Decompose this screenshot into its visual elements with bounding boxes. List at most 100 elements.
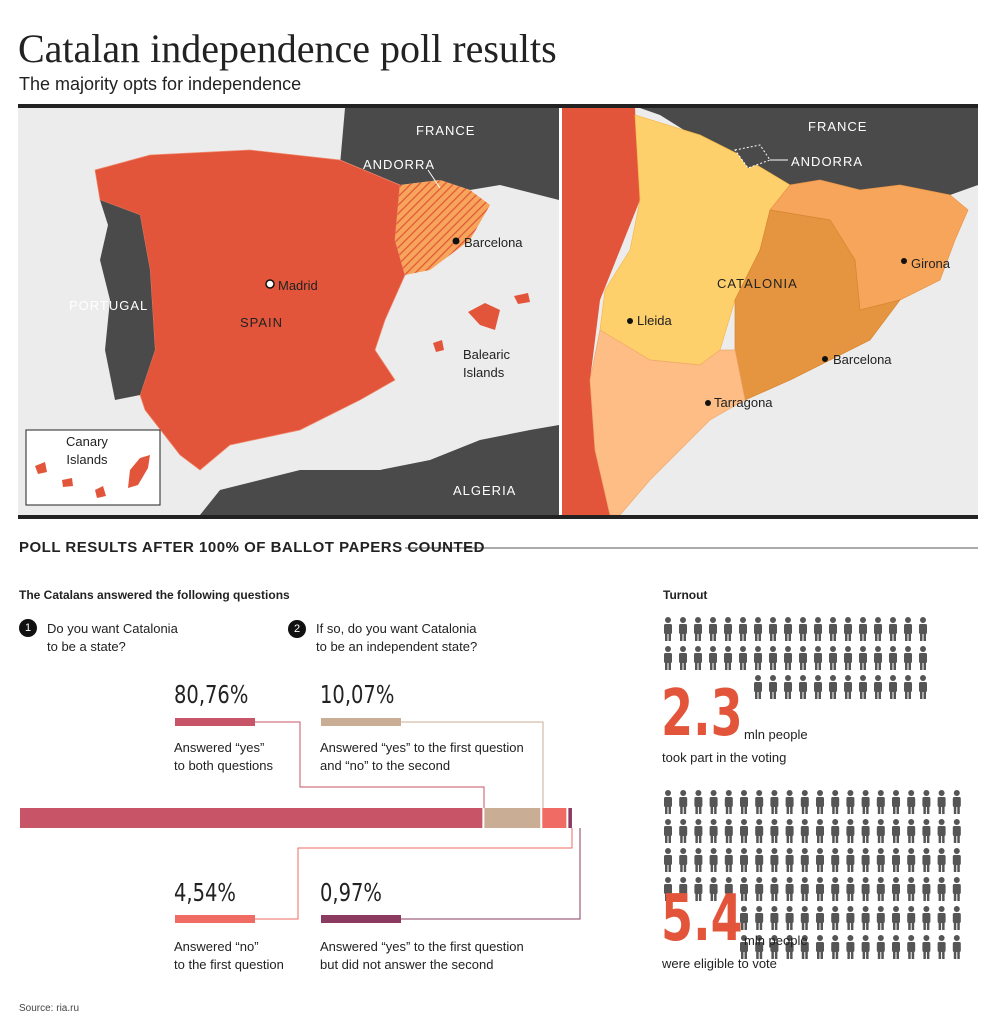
person-head bbox=[817, 848, 823, 854]
person-leg bbox=[801, 835, 805, 843]
person-leg bbox=[713, 633, 716, 641]
person-head bbox=[786, 790, 793, 796]
person-body bbox=[785, 884, 794, 894]
person-leg bbox=[905, 633, 908, 641]
person-leg bbox=[923, 662, 926, 670]
person-leg bbox=[866, 893, 869, 901]
person-head bbox=[771, 848, 778, 854]
person-leg bbox=[877, 893, 881, 901]
person-head bbox=[710, 790, 717, 796]
person-leg bbox=[790, 806, 793, 814]
person-leg bbox=[923, 633, 926, 641]
capital-dot bbox=[265, 279, 275, 289]
person-head bbox=[923, 877, 930, 883]
person-body bbox=[679, 653, 687, 663]
person-leg bbox=[820, 922, 823, 930]
question: If so, do you want Catalonia to be an in… bbox=[316, 621, 478, 654]
person-leg bbox=[908, 951, 911, 959]
person-body bbox=[829, 682, 837, 692]
person-head bbox=[862, 790, 869, 796]
person-head bbox=[893, 848, 899, 854]
person-leg bbox=[759, 864, 763, 872]
person-leg bbox=[695, 662, 698, 670]
city-dot bbox=[901, 258, 907, 264]
question-number: 2 bbox=[288, 620, 306, 638]
person-body bbox=[876, 884, 885, 894]
person-leg bbox=[926, 835, 930, 843]
person-body bbox=[816, 913, 824, 923]
person-leg bbox=[830, 691, 833, 699]
person-body bbox=[785, 855, 794, 865]
person-body bbox=[859, 653, 867, 663]
person-leg bbox=[759, 835, 763, 843]
person-head bbox=[845, 675, 851, 681]
person-head bbox=[710, 877, 717, 883]
person-leg bbox=[786, 951, 790, 959]
person-head bbox=[770, 646, 776, 652]
person-leg bbox=[926, 951, 930, 959]
person-leg bbox=[803, 691, 806, 699]
person-leg bbox=[774, 951, 778, 959]
person-head bbox=[786, 877, 793, 883]
person-body bbox=[800, 826, 809, 836]
person-head bbox=[710, 819, 717, 825]
person-body bbox=[739, 653, 747, 663]
person-head bbox=[830, 617, 836, 623]
person-leg bbox=[877, 951, 881, 959]
person-leg bbox=[668, 633, 671, 641]
person-head bbox=[893, 935, 899, 941]
person-head bbox=[756, 819, 763, 825]
person-body bbox=[694, 884, 703, 894]
person-head bbox=[785, 675, 791, 681]
person-body bbox=[844, 653, 852, 663]
person-leg bbox=[845, 691, 848, 699]
connector bbox=[255, 828, 573, 920]
person-head bbox=[908, 848, 915, 854]
person-leg bbox=[866, 806, 869, 814]
person-leg bbox=[875, 662, 878, 670]
person-leg bbox=[665, 662, 668, 670]
person-leg bbox=[923, 951, 926, 959]
person-leg bbox=[847, 835, 850, 843]
person-body bbox=[937, 797, 946, 807]
person-body bbox=[846, 884, 855, 894]
person-leg bbox=[786, 922, 790, 930]
person-leg bbox=[893, 691, 896, 699]
person-head bbox=[665, 848, 671, 854]
person-body bbox=[952, 913, 961, 923]
person-body bbox=[740, 913, 748, 923]
person-leg bbox=[698, 893, 702, 901]
person-leg bbox=[850, 864, 854, 872]
person-leg bbox=[953, 864, 957, 872]
person-head bbox=[875, 617, 881, 623]
person-leg bbox=[896, 951, 899, 959]
person-leg bbox=[728, 633, 731, 641]
person-body bbox=[922, 797, 931, 807]
person-leg bbox=[740, 662, 743, 670]
person-leg bbox=[877, 835, 881, 843]
person-body bbox=[907, 826, 916, 836]
person-head bbox=[741, 848, 747, 854]
person-body bbox=[755, 855, 764, 865]
person-head bbox=[771, 819, 778, 825]
person-head bbox=[695, 848, 702, 854]
person-leg bbox=[788, 633, 791, 641]
person-head bbox=[801, 906, 808, 912]
person-leg bbox=[923, 691, 926, 699]
person-leg bbox=[771, 922, 774, 930]
person-body bbox=[740, 826, 748, 836]
person-leg bbox=[668, 835, 671, 843]
person-body bbox=[785, 913, 794, 923]
person-body bbox=[937, 942, 946, 952]
person-head bbox=[665, 819, 671, 825]
person-body bbox=[724, 884, 733, 894]
person-leg bbox=[820, 893, 823, 901]
person-leg bbox=[788, 662, 791, 670]
person-leg bbox=[832, 835, 835, 843]
person-leg bbox=[878, 691, 881, 699]
person-body bbox=[755, 884, 764, 894]
person-body bbox=[694, 855, 703, 865]
person-head bbox=[847, 877, 854, 883]
person-leg bbox=[710, 893, 714, 901]
person-leg bbox=[908, 922, 911, 930]
